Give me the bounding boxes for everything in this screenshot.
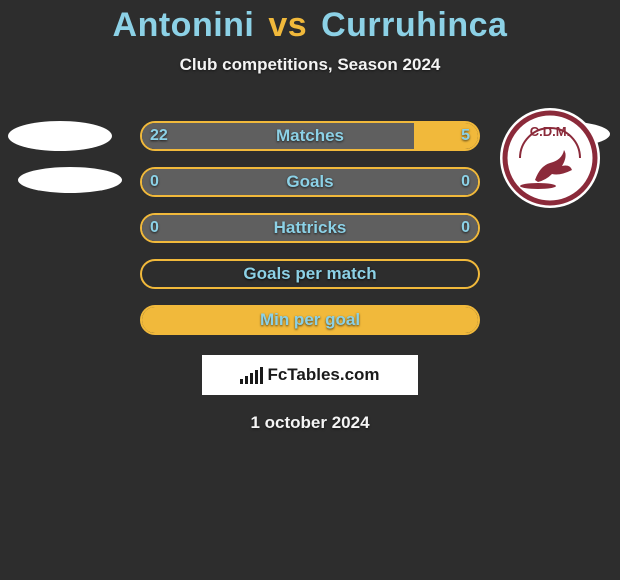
stat-row: 00Hattricks xyxy=(0,205,620,251)
subtitle: Club competitions, Season 2024 xyxy=(0,55,620,75)
vs-separator: vs xyxy=(268,6,307,44)
badge-abbrev: C.D.M. xyxy=(530,124,570,139)
stat-label: Goals xyxy=(142,169,478,195)
player1-name: Antonini xyxy=(113,6,255,44)
stat-label: Min per goal xyxy=(142,307,478,333)
stat-bar: 00Hattricks xyxy=(140,213,480,243)
stat-label: Goals per match xyxy=(142,261,478,287)
stat-bar: 00Goals xyxy=(140,167,480,197)
stat-row: Min per goal xyxy=(0,297,620,343)
page-title: Antonini vs Curruhinca xyxy=(0,0,620,45)
player2-name: Curruhinca xyxy=(321,6,507,44)
stat-bar: Min per goal xyxy=(140,305,480,335)
stat-row: Goals per match xyxy=(0,251,620,297)
stat-label: Hattricks xyxy=(142,215,478,241)
stat-label: Matches xyxy=(142,123,478,149)
comparison-widget: Antonini vs Curruhinca Club competitions… xyxy=(0,0,620,580)
stat-bar: 225Matches xyxy=(140,121,480,151)
fctables-text: FcTables.com xyxy=(267,365,379,385)
stat-bar: Goals per match xyxy=(140,259,480,289)
chart-bars-icon xyxy=(240,366,263,384)
club-badge: C.D.M. xyxy=(500,108,600,208)
fctables-logo[interactable]: FcTables.com xyxy=(202,355,418,395)
player-badge-placeholder-left xyxy=(8,121,112,151)
player-badge-placeholder-left xyxy=(18,167,122,193)
date-label: 1 october 2024 xyxy=(0,413,620,433)
